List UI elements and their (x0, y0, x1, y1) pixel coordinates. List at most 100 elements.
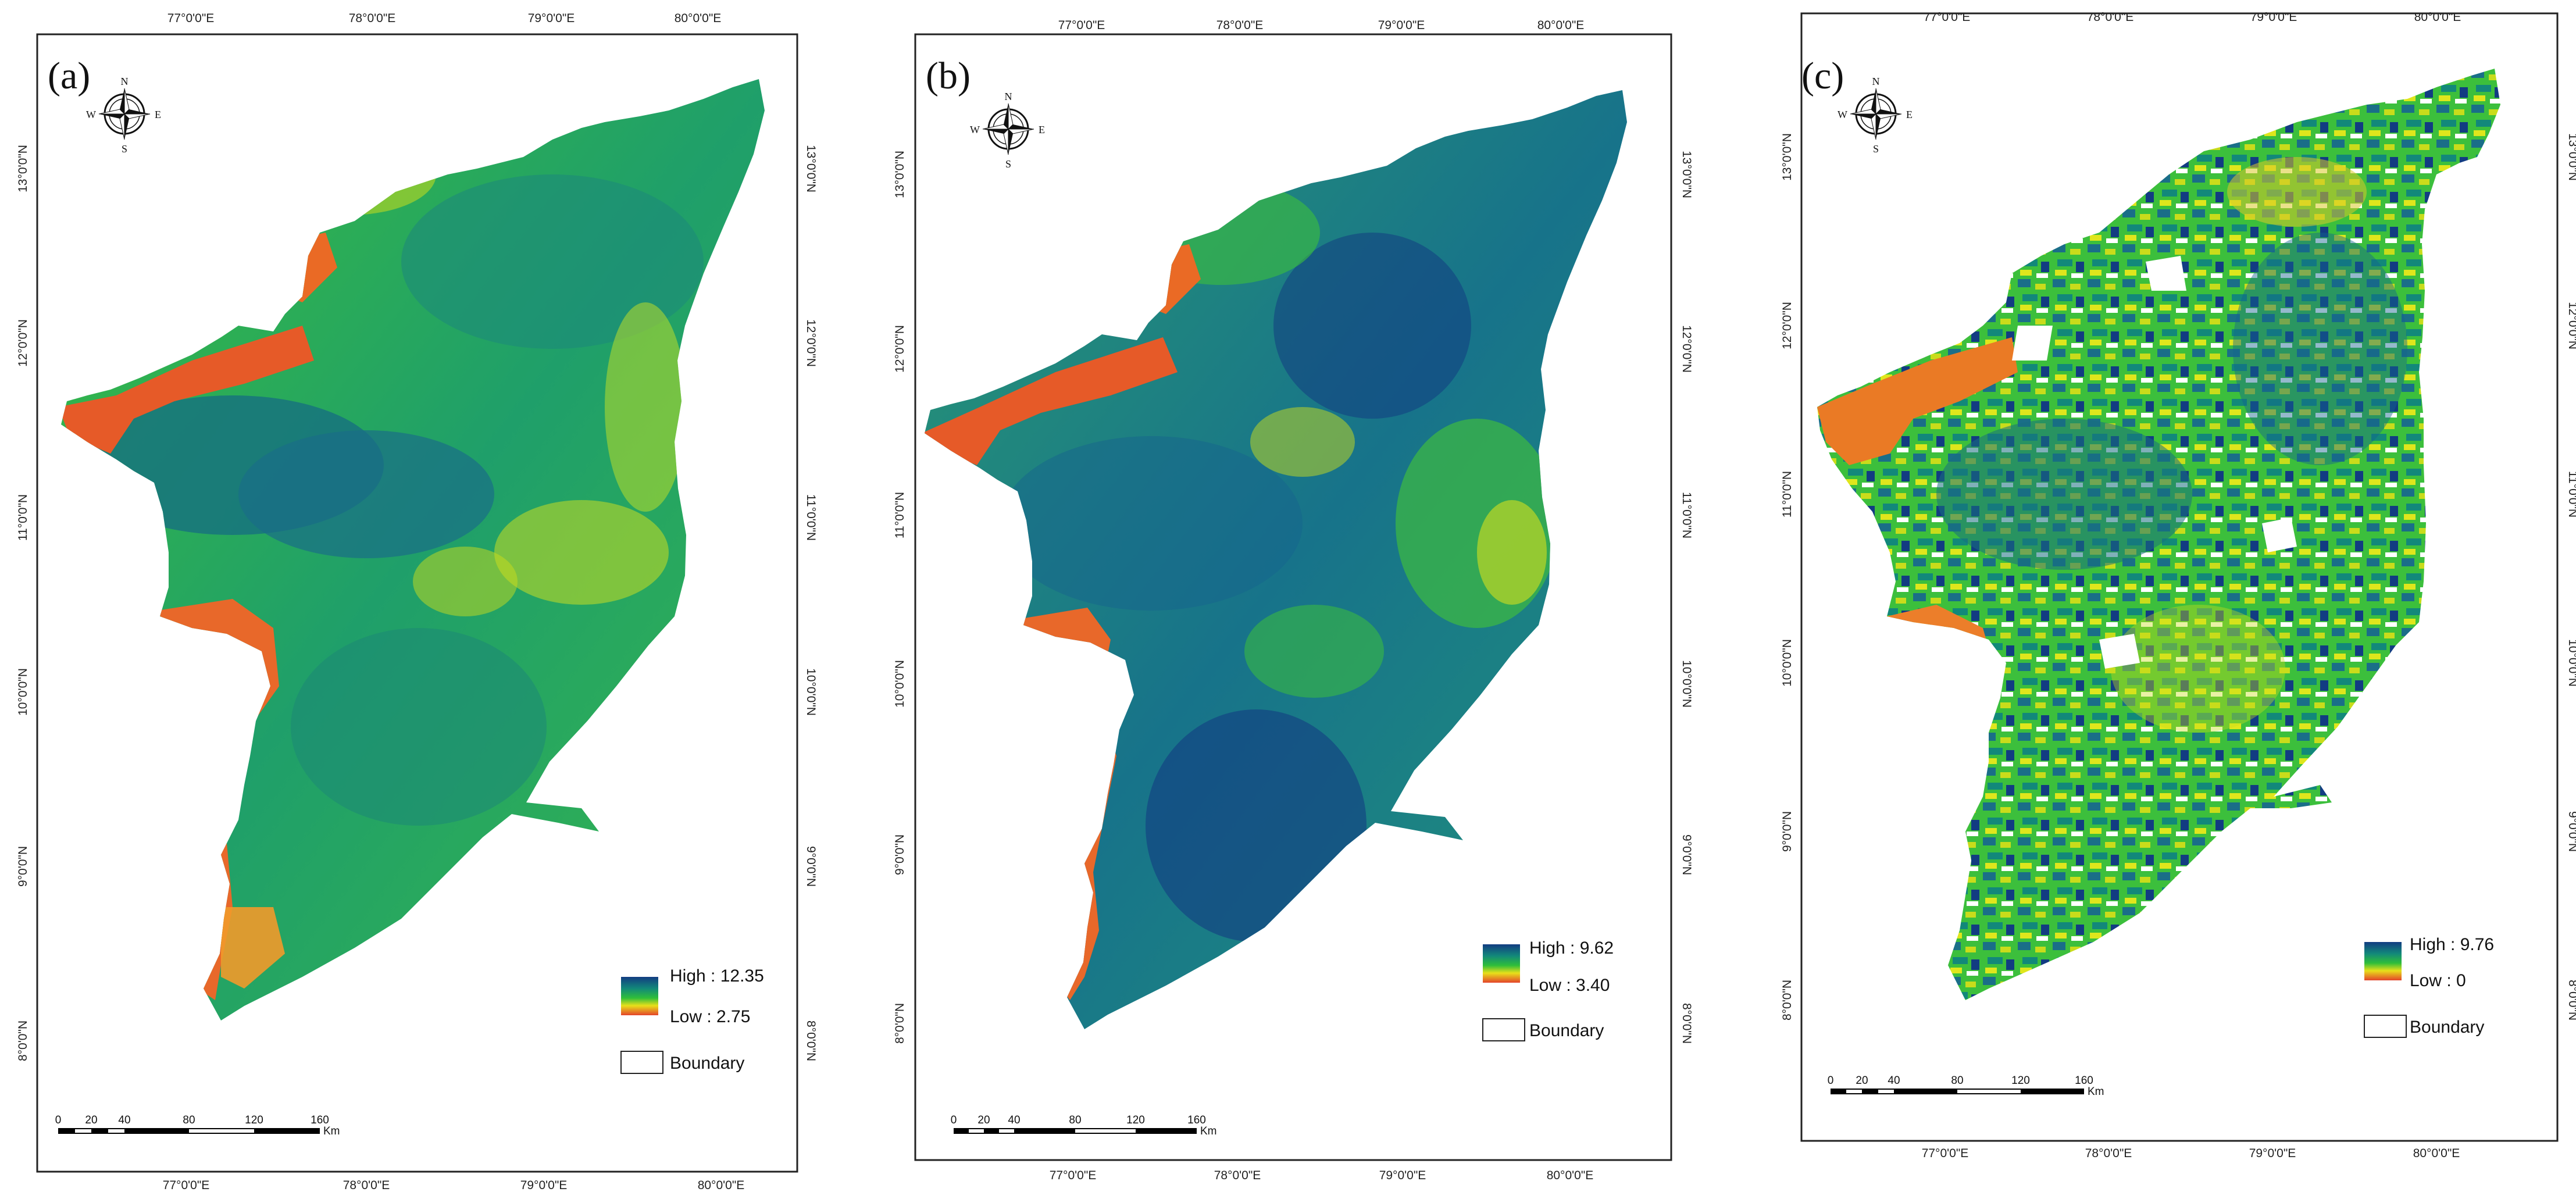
lat-axis-right: 13°0'0"N 12°0'0"N 11°0'0"N 10°0'0"N 9°0'… (804, 145, 818, 1061)
legend-boundary: Boundary (1529, 1021, 1604, 1040)
legend-color-ramp (1483, 944, 1520, 983)
lat-label: 9°0'0"N (16, 846, 30, 887)
lat-label: 8°0'0"N (1680, 1003, 1693, 1044)
legend-color-ramp (2364, 942, 2402, 980)
lat-label: 8°0'0"N (1781, 980, 1794, 1020)
lat-label: 10°0'0"N (1781, 639, 1794, 687)
svg-text:0: 0 (951, 1114, 957, 1126)
lon-label: 80°0'0"E (1547, 1169, 1594, 1182)
svg-text:W: W (970, 124, 980, 135)
legend-color-ramp (621, 977, 658, 1015)
north-arrow-icon: N S E W (970, 91, 1045, 170)
legend-high: High : 9.76 (2410, 935, 2494, 954)
svg-text:80: 80 (1951, 1075, 1963, 1087)
lat-label: 12°0'0"N (893, 325, 907, 373)
svg-text:20: 20 (85, 1114, 97, 1126)
scale-bar: 0 20 40 80 120 160 Km (1828, 1075, 2104, 1098)
svg-text:80: 80 (1069, 1114, 1081, 1126)
lat-label: 11°0'0"N (1781, 471, 1794, 518)
lon-label: 80°0'0"E (2414, 10, 2461, 24)
lat-label: 12°0'0"N (1781, 302, 1794, 349)
lat-label: 13°0'0"N (1781, 133, 1794, 181)
panel-label: (c) (1801, 55, 1844, 97)
lat-label: 10°0'0"N (804, 668, 818, 716)
legend-low: Low : 2.75 (670, 1007, 750, 1026)
svg-text:E: E (1906, 109, 1913, 120)
legend-boundary: Boundary (670, 1054, 744, 1073)
lat-label: 13°0'0"N (893, 151, 907, 198)
svg-text:W: W (86, 109, 96, 120)
lat-label: 11°0'0"N (1680, 492, 1693, 538)
map-a-svg: 77°0'0"E 78°0'0"E 79°0'0"E 80°0'0"E 77°0… (16, 12, 818, 1192)
lat-label: 12°0'0"N (1680, 325, 1693, 373)
lat-label: 9°0'0"N (804, 846, 818, 887)
lon-label: 78°0'0"E (2087, 10, 2134, 24)
lon-axis-bottom: 77°0'0"E 78°0'0"E 79°0'0"E 80°0'0"E (1050, 1169, 1594, 1182)
lat-label: 13°0'0"N (2566, 133, 2576, 181)
lon-label: 80°0'0"E (2413, 1147, 2460, 1160)
lat-label: 13°0'0"N (16, 145, 30, 192)
lat-axis-left: 13°0'0"N 12°0'0"N 11°0'0"N 10°0'0"N 9°0'… (893, 151, 907, 1044)
svg-text:N: N (121, 76, 129, 87)
lon-label: 79°0'0"E (2249, 1147, 2296, 1160)
lon-label: 80°0'0"E (698, 1179, 745, 1192)
north-arrow-icon: N S E W (1838, 76, 1913, 155)
lon-label: 79°0'0"E (2250, 10, 2297, 24)
legend-boundary-swatch (2364, 1015, 2407, 1038)
lon-label: 79°0'0"E (1379, 1169, 1426, 1182)
map-panel-a: 77°0'0"E 78°0'0"E 79°0'0"E 80°0'0"E 77°0… (0, 0, 826, 1199)
lon-label: 80°0'0"E (675, 12, 722, 25)
svg-text:20: 20 (977, 1114, 990, 1126)
svg-text:160: 160 (311, 1114, 329, 1126)
legend: High : 9.76 Low : 0 Boundary (2364, 935, 2494, 1038)
lon-axis-bottom: 77°0'0"E 78°0'0"E 79°0'0"E 80°0'0"E (1922, 1147, 2460, 1160)
svg-text:Km: Km (1200, 1125, 1217, 1137)
svg-text:80: 80 (183, 1114, 195, 1126)
lon-label: 77°0'0"E (1050, 1169, 1097, 1182)
lon-label: 78°0'0"E (1214, 1169, 1261, 1182)
lat-label: 8°0'0"N (804, 1020, 818, 1061)
lon-label: 79°0'0"E (520, 1179, 568, 1192)
svg-text:E: E (155, 109, 161, 120)
lon-label: 79°0'0"E (1378, 19, 1425, 32)
lon-label: 78°0'0"E (343, 1179, 390, 1192)
svg-text:0: 0 (1828, 1075, 1834, 1087)
lon-label: 77°0'0"E (1922, 1147, 1969, 1160)
svg-text:160: 160 (2075, 1075, 2093, 1087)
lat-label: 8°0'0"N (16, 1020, 30, 1061)
scale-bar: 0 20 40 80 120 160 Km (951, 1114, 1217, 1137)
lat-axis-left: 13°0'0"N 12°0'0"N 11°0'0"N 10°0'0"N 9°0'… (16, 145, 30, 1061)
svg-text:20: 20 (1856, 1075, 1868, 1087)
svg-text:160: 160 (1187, 1114, 1206, 1126)
svg-text:40: 40 (1888, 1075, 1900, 1087)
lat-label: 11°0'0"N (2566, 471, 2576, 518)
lon-axis-top: 77°0'0"E 78°0'0"E 79°0'0"E 80°0'0"E (1924, 10, 2461, 24)
lat-label: 10°0'0"N (893, 660, 907, 708)
lon-label: 78°0'0"E (2085, 1147, 2132, 1160)
lat-label: 9°0'0"N (2566, 811, 2576, 852)
lat-label: 8°0'0"N (2566, 980, 2576, 1020)
lat-label: 9°0'0"N (1680, 834, 1693, 875)
lat-label: 10°0'0"N (1680, 660, 1693, 708)
svg-text:40: 40 (118, 1114, 130, 1126)
lat-label: 11°0'0"N (16, 494, 30, 541)
scale-bar: 0 20 40 80 120 160 Km (55, 1114, 340, 1137)
legend-boundary-swatch (620, 1051, 663, 1074)
svg-text:120: 120 (2011, 1075, 2030, 1087)
lat-axis-right: 13°0'0"N 12°0'0"N 11°0'0"N 10°0'0"N 9°0'… (1680, 151, 1693, 1044)
lon-label: 77°0'0"E (163, 1179, 210, 1192)
legend-high: High : 12.35 (670, 966, 764, 986)
lon-label: 77°0'0"E (1058, 19, 1105, 32)
map-panel-c: 77°0'0"E 78°0'0"E 79°0'0"E 80°0'0"E 77°0… (1739, 0, 2576, 1199)
legend-low: Low : 0 (2410, 971, 2466, 990)
lon-label: 80°0'0"E (1537, 19, 1585, 32)
svg-text:S: S (1873, 143, 1879, 155)
legend: High : 9.62 Low : 3.40 Boundary (1482, 938, 1614, 1041)
map-b-svg: 77°0'0"E 78°0'0"E 79°0'0"E 80°0'0"E 77°0… (893, 19, 1693, 1182)
svg-text:40: 40 (1008, 1114, 1020, 1126)
svg-text:E: E (1039, 124, 1045, 135)
lat-label: 12°0'0"N (16, 319, 30, 367)
lat-label: 9°0'0"N (1781, 811, 1794, 852)
lat-label: 10°0'0"N (16, 668, 30, 716)
legend-boundary: Boundary (2410, 1018, 2484, 1037)
